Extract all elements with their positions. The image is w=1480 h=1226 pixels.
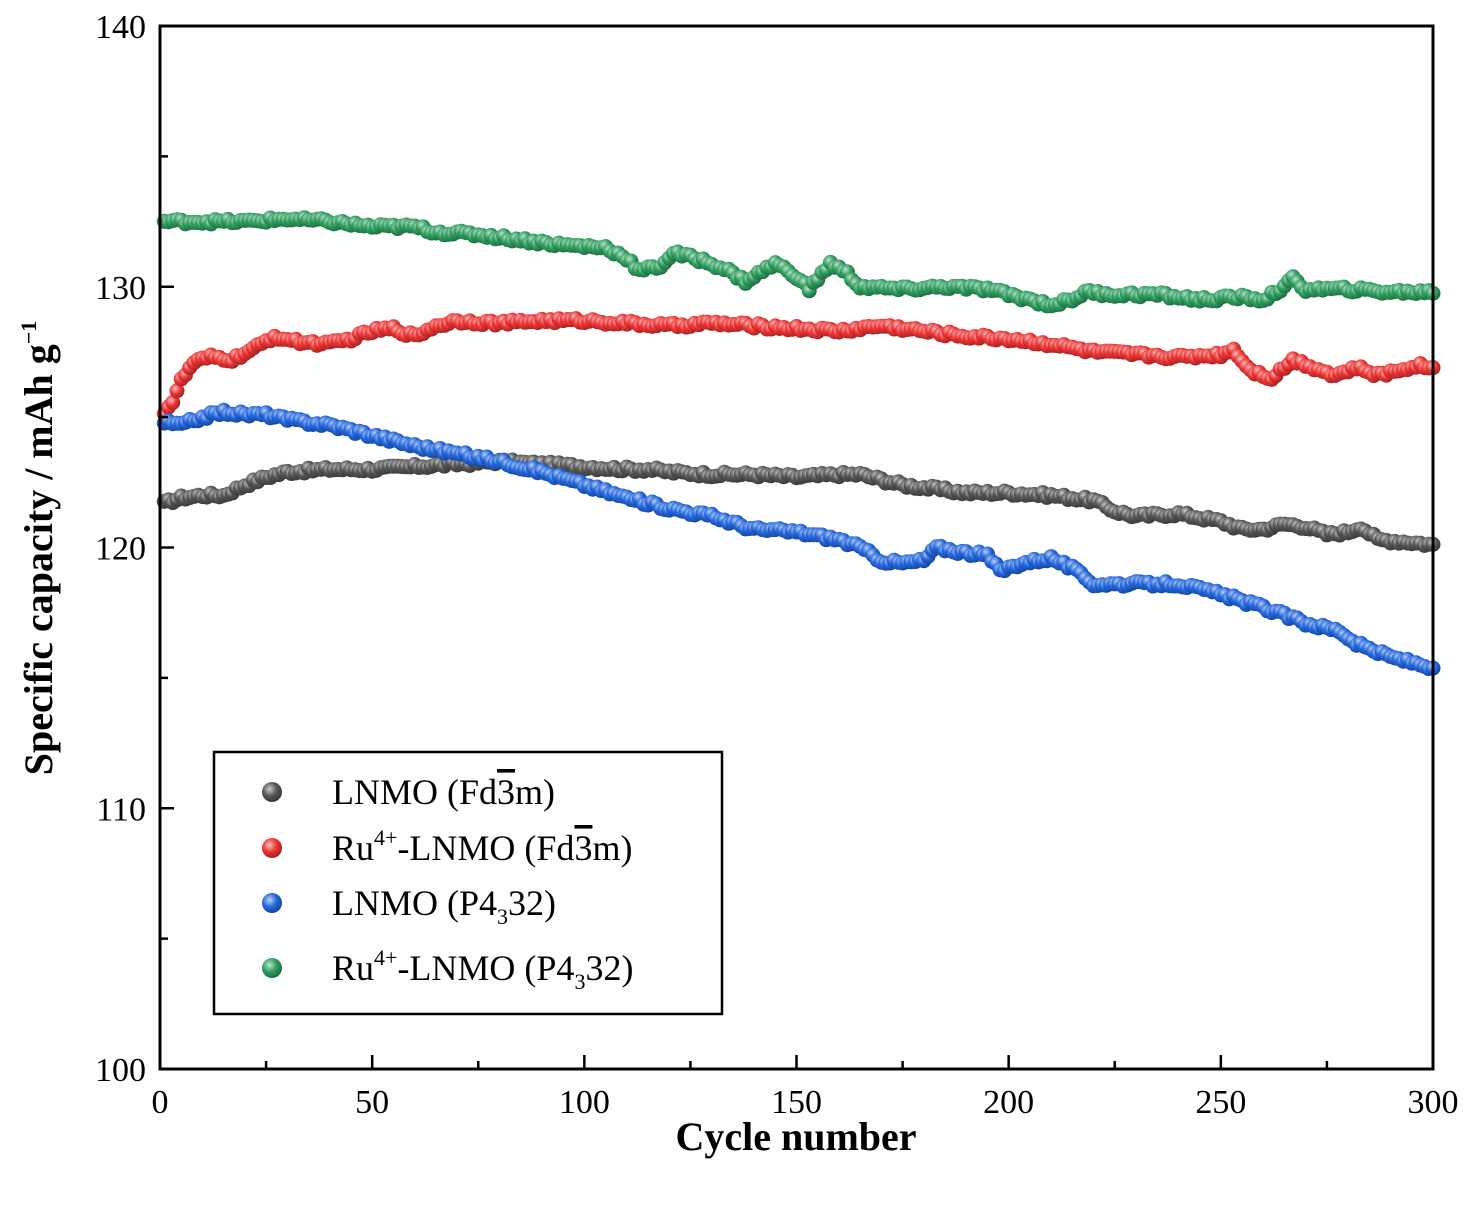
legend-label: Ru4+-LNMO (P4332) (332, 945, 633, 994)
legend-marker (262, 958, 282, 978)
x-tick-label: 50 (355, 1084, 389, 1121)
axis-ticks (158, 24, 1435, 1071)
legend-label-sub: 3 (497, 904, 508, 929)
legend-label-sub: 3 (574, 969, 585, 994)
series-ru-lnmo-fd3m (156, 311, 1441, 422)
legend-label-overline: 3 (497, 772, 515, 812)
legend-label-text: m) (592, 828, 632, 868)
y-tick-label: 130 (95, 270, 146, 307)
x-axis-title: Cycle number (675, 1114, 916, 1159)
legend-marker (262, 838, 282, 858)
axis-tick-labels: 0 50 100 150 200 250 300 100 110 120 130 140 (95, 9, 1459, 1121)
y-axis-title-main: Specific capacity / mAh g (16, 344, 61, 775)
legend: LNMO (Fd3m)Ru4+-LNMO (Fd3m)LNMO (P4332)R… (262, 772, 633, 994)
series-ru-lnmo-p4332 (156, 210, 1441, 314)
series-lnmo-p4332 (156, 402, 1441, 677)
legend-label: Ru4+-LNMO (Fd3m) (332, 825, 632, 868)
legend-label: LNMO (Fd3m) (332, 772, 555, 812)
legend-label-sup: 4+ (374, 945, 397, 970)
legend-item-ru-lnmo-p4332: Ru4+-LNMO (P4332) (262, 945, 633, 994)
x-tick-label: 200 (983, 1084, 1034, 1121)
point-ru-lnmo-fd3m (165, 394, 181, 410)
x-tick-label: 300 (1408, 1084, 1459, 1121)
y-tick-label: 100 (95, 1052, 146, 1089)
legend-label-text: 32) (585, 948, 633, 988)
legend-label-overline: 3 (574, 828, 592, 868)
legend-marker (262, 782, 282, 802)
x-tick-label: 100 (559, 1084, 610, 1121)
legend-label-text: -LNMO (Fd (397, 828, 574, 868)
legend-label-sup: 4+ (374, 825, 397, 850)
y-tick-label: 140 (95, 9, 146, 46)
x-tick-label: 0 (152, 1084, 169, 1121)
y-axis-title-sup: −1 (16, 321, 41, 345)
legend-label-text: -LNMO (P4 (397, 948, 574, 988)
data-markers (156, 210, 1441, 677)
point-ru-lnmo-fd3m (169, 383, 185, 399)
legend-label-text: m) (515, 772, 555, 812)
legend-label-text: Ru (332, 828, 374, 868)
y-tick-label: 120 (95, 531, 146, 568)
legend-item-lnmo-fd3m: LNMO (Fd3m) (262, 772, 555, 812)
x-tick-label: 250 (1195, 1084, 1246, 1121)
legend-label: LNMO (P4332) (332, 883, 556, 929)
legend-label-text: Ru (332, 948, 374, 988)
y-tick-label: 110 (96, 791, 146, 828)
y-axis-title: Specific capacity / mAh g−1 (16, 321, 61, 776)
legend-box (212, 750, 724, 1016)
legend-label-text: 32) (508, 883, 556, 923)
legend-label-text: LNMO (P4 (332, 883, 497, 923)
x-tick-label: 150 (771, 1084, 822, 1121)
legend-marker (262, 893, 282, 913)
legend-label-text: LNMO (Fd (332, 772, 497, 812)
legend-item-lnmo-p4332: LNMO (P4332) (262, 883, 556, 929)
legend-item-ru-lnmo-fd3m: Ru4+-LNMO (Fd3m) (262, 825, 632, 868)
